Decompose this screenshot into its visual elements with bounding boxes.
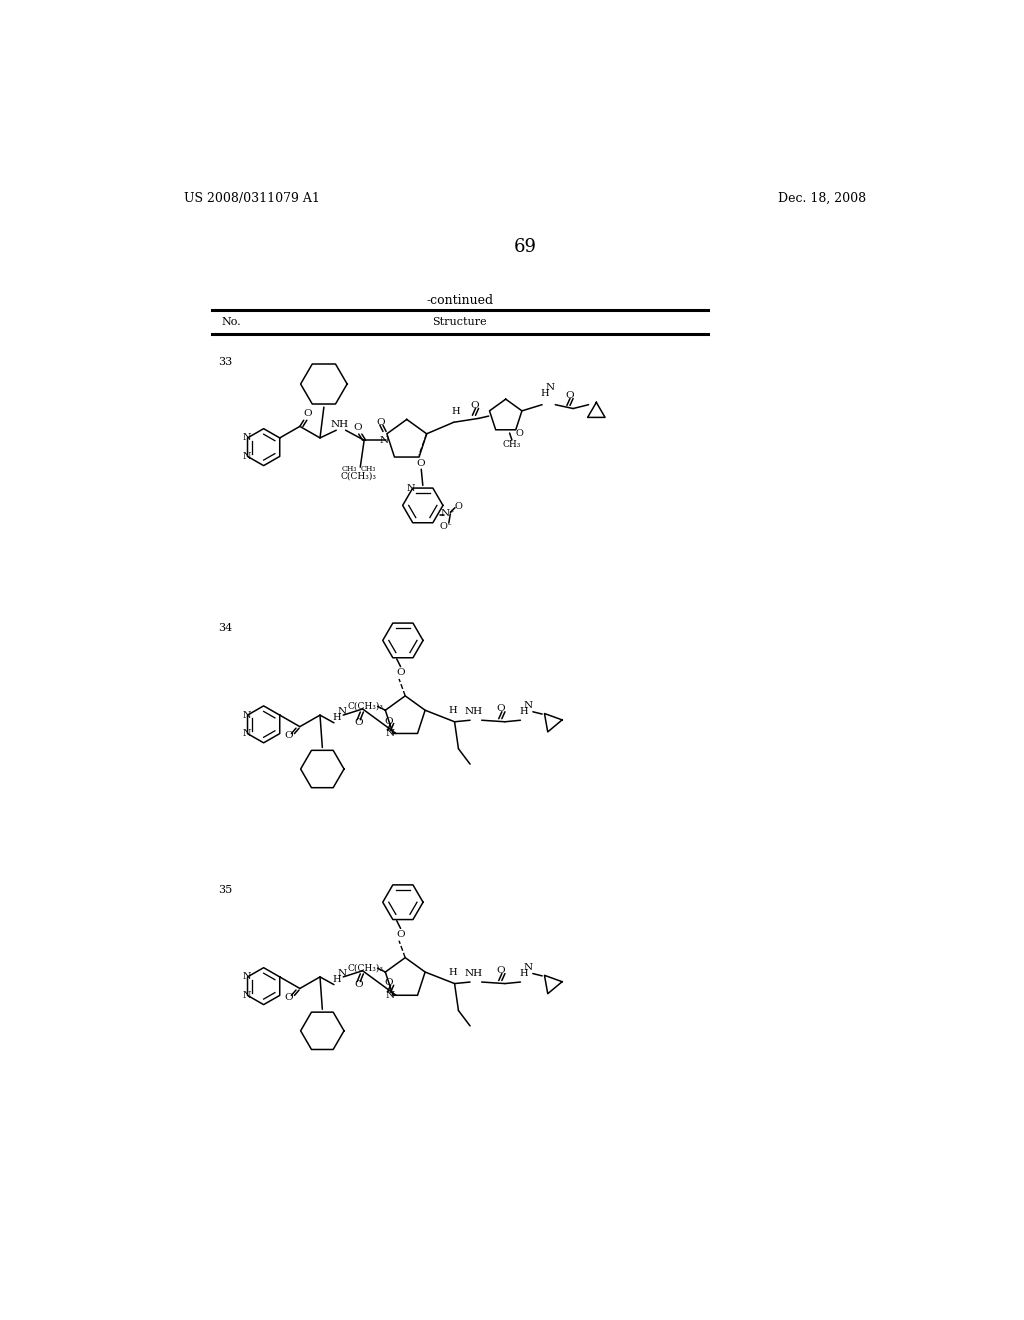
Text: N: N (243, 729, 251, 738)
Text: O: O (454, 502, 462, 511)
Text: H: H (333, 713, 341, 722)
Text: N: N (385, 991, 394, 999)
Text: H: H (541, 389, 550, 399)
Text: O: O (396, 668, 404, 677)
Text: N: N (243, 433, 251, 442)
Text: CH₃: CH₃ (503, 440, 521, 449)
Text: O: O (303, 409, 312, 417)
Text: C(CH₃)₃: C(CH₃)₃ (348, 964, 384, 973)
Text: 69: 69 (513, 238, 537, 256)
Text: NH: NH (464, 708, 482, 717)
Text: N: N (243, 710, 251, 719)
Text: -continued: -continued (426, 294, 494, 308)
Text: N: N (407, 483, 416, 492)
Text: O: O (497, 966, 506, 975)
Text: O: O (354, 981, 364, 989)
Text: N: N (243, 451, 251, 461)
Text: N⁺: N⁺ (440, 508, 456, 517)
Text: Dec. 18, 2008: Dec. 18, 2008 (777, 191, 866, 205)
Text: O: O (565, 391, 573, 400)
Text: O: O (284, 993, 293, 1002)
Text: H: H (449, 969, 458, 977)
Text: C(CH₃)₃: C(CH₃)₃ (341, 473, 377, 480)
Text: O⁻: O⁻ (440, 523, 453, 532)
Text: O: O (516, 429, 523, 438)
Text: N: N (545, 383, 554, 392)
Text: N: N (243, 973, 251, 981)
Text: H: H (449, 706, 458, 715)
Text: N: N (243, 991, 251, 999)
Text: Structure: Structure (432, 317, 487, 327)
Text: O: O (354, 718, 364, 727)
Text: No.: No. (221, 317, 241, 327)
Text: O: O (396, 931, 404, 939)
Text: C(CH₃)₃: C(CH₃)₃ (348, 702, 384, 711)
Text: N: N (380, 436, 389, 445)
Text: O: O (377, 417, 385, 426)
Text: N: N (523, 962, 532, 972)
Text: N: N (337, 969, 346, 978)
Text: O: O (470, 401, 479, 409)
Text: NH: NH (464, 969, 482, 978)
Text: H: H (519, 969, 527, 978)
Text: 33: 33 (218, 356, 232, 367)
Text: 35: 35 (218, 884, 232, 895)
Text: 34: 34 (218, 623, 232, 634)
Text: O: O (284, 731, 293, 741)
Text: H: H (333, 974, 341, 983)
Text: O: O (497, 704, 506, 713)
Text: H: H (519, 708, 527, 717)
Text: H: H (451, 407, 460, 416)
Text: O: O (416, 458, 425, 467)
Text: CH₃: CH₃ (342, 466, 357, 474)
Text: N: N (385, 729, 394, 738)
Text: N: N (523, 701, 532, 710)
Text: US 2008/0311079 A1: US 2008/0311079 A1 (183, 191, 319, 205)
Text: O: O (385, 978, 393, 987)
Text: CH₃: CH₃ (360, 466, 376, 474)
Text: NH: NH (331, 420, 348, 429)
Text: O: O (385, 717, 393, 726)
Text: N: N (337, 706, 346, 715)
Text: O: O (353, 422, 362, 432)
